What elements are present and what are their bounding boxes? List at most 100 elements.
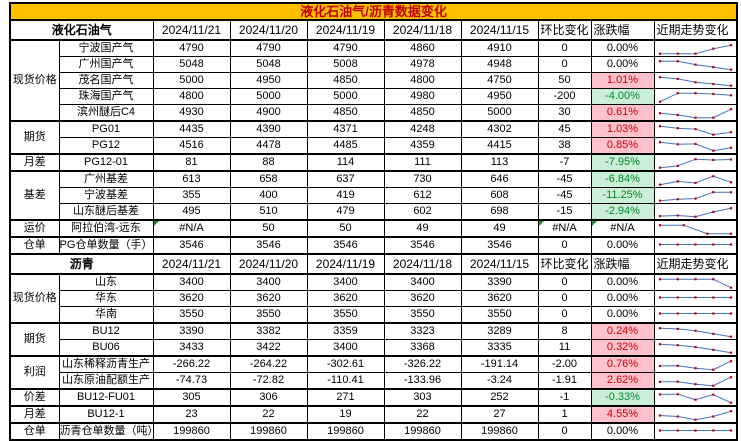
value-cell[interactable]: 3390 (152, 322, 231, 340)
trend-cell[interactable] (653, 236, 738, 255)
trend-cell[interactable] (653, 355, 738, 373)
value-cell[interactable]: 4435 (152, 120, 231, 138)
value-cell[interactable]: 3620 (306, 290, 385, 307)
value-cell[interactable]: 27 (460, 405, 539, 424)
value-cell[interactable]: 3620 (383, 290, 462, 307)
change-cell[interactable]: -15 (537, 203, 592, 221)
value-cell[interactable]: -110.41 (306, 372, 385, 390)
pct-change-cell[interactable]: 1.01% (590, 72, 655, 89)
value-cell[interactable]: 698 (460, 203, 539, 221)
value-cell[interactable]: 3368 (383, 339, 462, 357)
row-label[interactable]: PG仓单数量（手） (58, 236, 154, 255)
trend-cell[interactable] (653, 88, 738, 105)
date-column-header[interactable]: 2024/11/15 (460, 19, 539, 41)
value-cell[interactable]: 4850 (383, 104, 462, 122)
value-cell[interactable]: 4950 (460, 88, 539, 105)
value-cell[interactable]: 612 (383, 187, 462, 204)
group-label[interactable]: 现货价格 (9, 273, 60, 324)
value-cell[interactable]: 199860 (383, 422, 462, 441)
value-cell[interactable]: 4948 (460, 56, 539, 73)
trend-cell[interactable] (653, 306, 738, 324)
pct-change-cell[interactable]: 0.32% (590, 339, 655, 357)
trend-cell[interactable] (653, 339, 738, 357)
value-cell[interactable]: 3400 (306, 273, 385, 291)
value-cell[interactable]: 5048 (229, 56, 308, 73)
value-cell[interactable]: 4390 (229, 120, 308, 138)
change-cell[interactable]: 8 (537, 322, 592, 340)
value-cell[interactable]: 199860 (229, 422, 308, 441)
value-cell[interactable]: 3546 (460, 236, 539, 255)
value-cell[interactable]: 3546 (306, 236, 385, 255)
value-cell[interactable]: 730 (383, 170, 462, 188)
change-cell[interactable]: -200 (537, 88, 592, 105)
change-cell[interactable]: -45 (537, 170, 592, 188)
trend-column-header[interactable]: 近期走势变化 (653, 253, 738, 275)
change-cell[interactable]: 11 (537, 339, 592, 357)
group-label[interactable]: 仓单 (9, 236, 60, 255)
change-cell[interactable]: #N/A (537, 219, 592, 238)
group-label[interactable]: 仓单 (9, 422, 60, 441)
change-cell[interactable]: 38 (537, 137, 592, 155)
group-label[interactable]: 价差 (9, 388, 60, 407)
change-cell[interactable]: 0 (537, 56, 592, 73)
change-column-header[interactable]: 环比变化 (537, 19, 592, 41)
value-cell[interactable]: 4910 (460, 39, 539, 57)
value-cell[interactable]: -302.61 (306, 355, 385, 373)
change-cell[interactable]: 45 (537, 120, 592, 138)
trend-cell[interactable] (653, 137, 738, 155)
value-cell[interactable]: 3390 (460, 273, 539, 291)
pct-change-cell[interactable]: 0.76% (590, 355, 655, 373)
change-cell[interactable]: 0 (537, 39, 592, 57)
trend-cell[interactable] (653, 120, 738, 138)
trend-cell[interactable] (653, 422, 738, 441)
section-header-name[interactable]: 液化石油气 (9, 19, 154, 41)
value-cell[interactable]: 602 (383, 203, 462, 221)
value-cell[interactable]: 199860 (306, 422, 385, 441)
value-cell[interactable]: 4978 (383, 56, 462, 73)
date-column-header[interactable]: 2024/11/21 (152, 19, 231, 41)
row-label[interactable]: 华东 (58, 290, 154, 307)
date-column-header[interactable]: 2024/11/21 (152, 253, 231, 275)
value-cell[interactable]: 4359 (383, 137, 462, 155)
pct-change-cell[interactable]: -4.00% (590, 88, 655, 105)
date-column-header[interactable]: 2024/11/20 (229, 19, 308, 41)
value-cell[interactable]: 646 (460, 170, 539, 188)
change-cell[interactable]: 50 (537, 72, 592, 89)
value-cell[interactable]: 608 (460, 187, 539, 204)
value-cell[interactable]: 199860 (460, 422, 539, 441)
pct-change-cell[interactable]: -11.25% (590, 187, 655, 204)
value-cell[interactable]: 4790 (229, 39, 308, 57)
change-cell[interactable]: 30 (537, 104, 592, 122)
value-cell[interactable]: -72.82 (229, 372, 308, 390)
date-column-header[interactable]: 2024/11/19 (306, 19, 385, 41)
trend-cell[interactable] (653, 153, 738, 172)
pct-column-header[interactable]: 涨跌幅 (590, 19, 655, 41)
value-cell[interactable]: 50 (229, 219, 308, 238)
value-cell[interactable]: 22 (383, 405, 462, 424)
row-label[interactable]: 山东 (58, 273, 154, 291)
trend-cell[interactable] (653, 39, 738, 57)
pct-column-header[interactable]: 涨跌幅 (590, 253, 655, 275)
value-cell[interactable]: 113 (460, 153, 539, 172)
value-cell[interactable]: 19 (306, 405, 385, 424)
trend-cell[interactable] (653, 405, 738, 424)
pct-change-cell[interactable]: 1.03% (590, 120, 655, 138)
value-cell[interactable]: 4900 (229, 104, 308, 122)
value-cell[interactable]: 88 (229, 153, 308, 172)
value-cell[interactable]: 510 (229, 203, 308, 221)
value-cell[interactable]: 495 (152, 203, 231, 221)
value-cell[interactable]: 3546 (383, 236, 462, 255)
value-cell[interactable]: 4478 (229, 137, 308, 155)
value-cell[interactable]: 479 (306, 203, 385, 221)
value-cell[interactable]: 5000 (229, 88, 308, 105)
section-header-name[interactable]: 沥青 (9, 253, 154, 275)
value-cell[interactable]: 419 (306, 187, 385, 204)
trend-cell[interactable] (653, 273, 738, 291)
row-label[interactable]: 滨州醚后C4 (58, 104, 154, 122)
change-cell[interactable]: 0 (537, 306, 592, 324)
row-label[interactable]: BU06 (58, 339, 154, 357)
value-cell[interactable]: 4371 (306, 120, 385, 138)
value-cell[interactable]: -191.14 (460, 355, 539, 373)
value-cell[interactable]: 3620 (229, 290, 308, 307)
value-cell[interactable]: 252 (460, 388, 539, 407)
